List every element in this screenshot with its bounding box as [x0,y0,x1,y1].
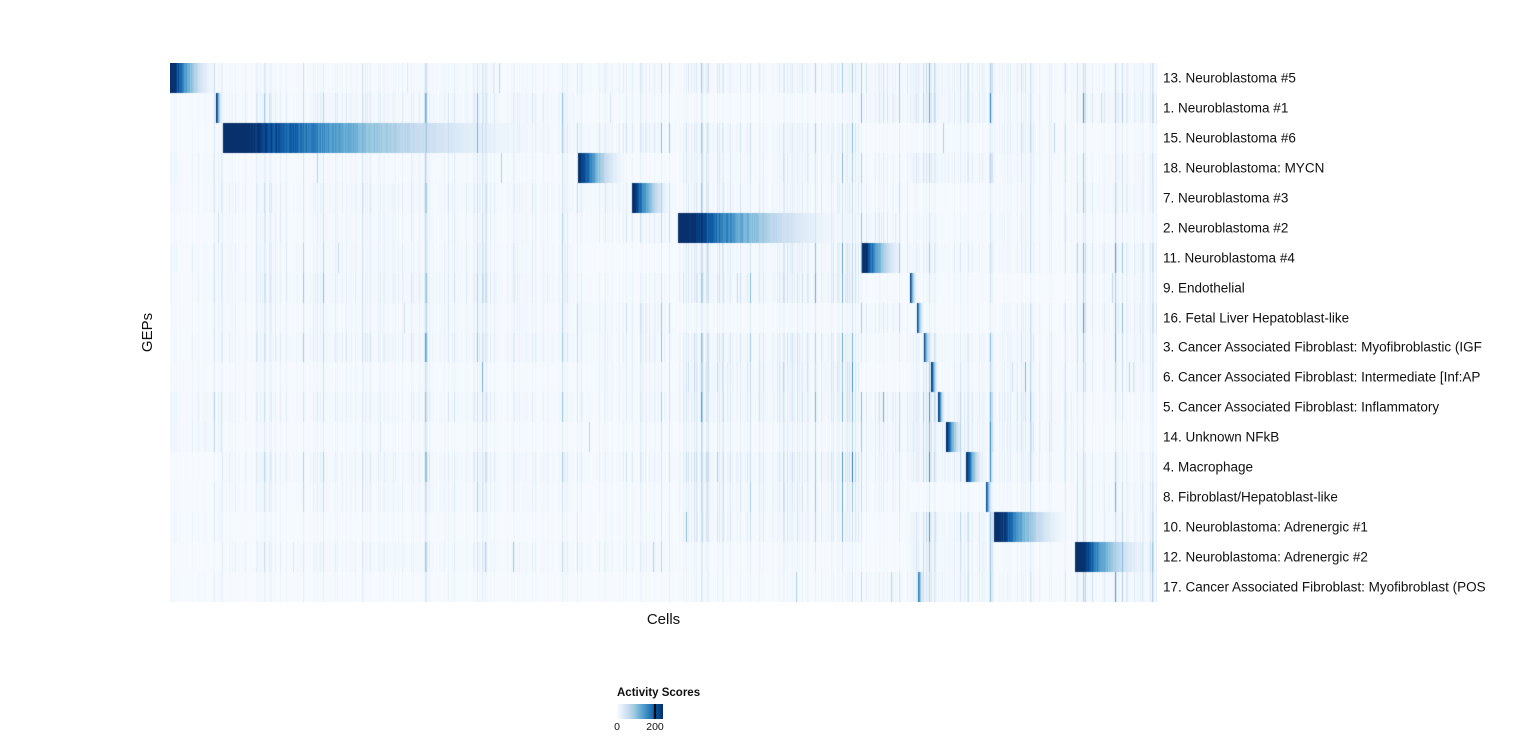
row-label: 10. Neuroblastoma: Adrenergic #1 [1163,519,1368,535]
colorbar-tick-min: 0 [614,721,620,733]
x-axis-label: Cells [646,611,681,628]
row-label: 6. Cancer Associated Fibroblast: Interme… [1163,369,1481,385]
y-axis-label-text: GEPs [139,312,157,353]
row-label: 13. Neuroblastoma #5 [1163,70,1296,86]
row-label: 3. Cancer Associated Fibroblast: Myofibr… [1163,339,1482,355]
row-label: 18. Neuroblastoma: MYCN [1163,160,1325,176]
y-axis-label: GEPs [133,63,163,602]
row-label: 5. Cancer Associated Fibroblast: Inflamm… [1163,399,1440,415]
legend-title: Activity Scores [617,687,701,699]
row-label: 7. Neuroblastoma #3 [1163,190,1289,206]
row-labels: 13. Neuroblastoma #5 1. Neuroblastoma #1 1… [1163,63,1540,602]
row-label: 16. Fetal Liver Hepatoblast-like [1163,310,1350,326]
row-label: 12. Neuroblastoma: Adrenergic #2 [1163,549,1368,565]
row-label: 9. Endothelial [1163,280,1245,296]
row-label: 17. Cancer Associated Fibroblast: Myofib… [1163,579,1486,595]
colorbar [617,704,663,719]
colorbar-tick-max: 200 [646,721,664,733]
colorbar-ticks: 0 200 [614,721,737,734]
heatmap-canvas [170,63,1157,602]
row-label: 4. Macrophage [1163,459,1254,475]
row-label: 15. Neuroblastoma #6 [1163,130,1296,146]
row-label: 2. Neuroblastoma #2 [1163,220,1289,236]
row-label: 1. Neuroblastoma #1 [1163,100,1289,116]
row-label: 14. Unknown NFkB [1163,429,1280,445]
row-label: 8. Fibroblast/Hepatoblast-like [1163,489,1338,505]
colorbar-legend: Activity Scores 0 200 [614,687,737,734]
row-label: 11. Neuroblastoma #4 [1163,250,1295,266]
